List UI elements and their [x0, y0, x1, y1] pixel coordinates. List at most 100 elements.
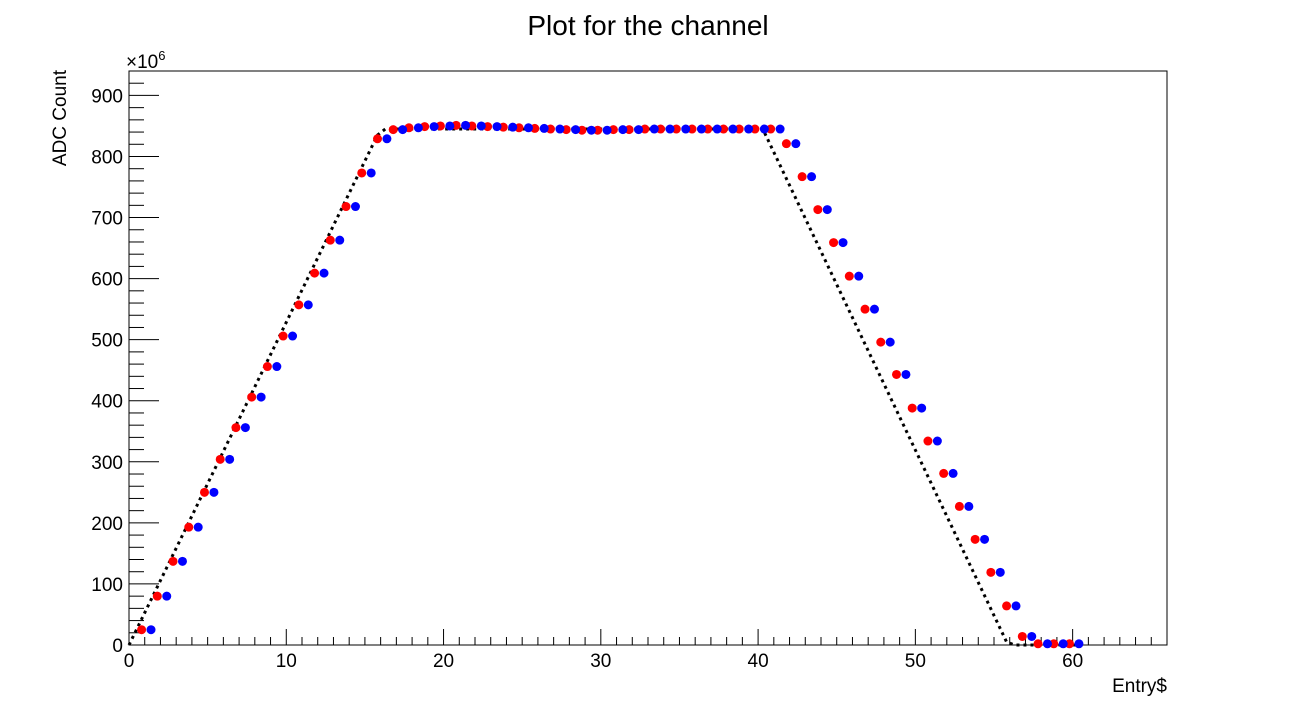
data-point [750, 124, 760, 134]
data-point [1049, 639, 1059, 649]
data-point [445, 121, 455, 131]
data-point [231, 423, 241, 433]
data-point [335, 235, 345, 245]
data-point [215, 454, 225, 464]
data-point [624, 125, 634, 135]
x-tick-label: 60 [1062, 651, 1083, 672]
y-tick-label: 100 [91, 575, 123, 596]
y-tick-label: 0 [112, 636, 123, 657]
y-tick-label: 900 [91, 86, 123, 107]
data-point [775, 124, 785, 134]
data-point [844, 271, 854, 281]
data-point [885, 337, 895, 347]
chart-title: Plot for the channel [527, 10, 768, 41]
y-tick-label: 200 [91, 514, 123, 535]
data-point [256, 392, 266, 402]
data-point [728, 124, 738, 134]
data-point [1058, 639, 1068, 649]
data-point [923, 436, 933, 446]
tick-marks [128, 70, 1168, 646]
data-point [829, 238, 839, 248]
data-point [854, 271, 864, 281]
data-point [995, 567, 1005, 577]
data-point [137, 625, 147, 635]
data-point [939, 468, 949, 478]
data-point [703, 124, 713, 134]
data-point [262, 362, 272, 372]
data-point [681, 124, 691, 134]
data-point [665, 124, 675, 134]
data-point [152, 591, 162, 601]
data-point [618, 125, 628, 135]
x-tick-label: 20 [433, 651, 454, 672]
data-point [687, 124, 697, 134]
y-exponent-label: ×106 [126, 48, 165, 73]
y-tick-label: 800 [91, 147, 123, 168]
data-point [476, 121, 486, 131]
data-point [970, 534, 980, 544]
data-point [1064, 639, 1074, 649]
data-point [1033, 639, 1043, 649]
data-point [288, 331, 298, 341]
data-point [508, 122, 518, 132]
data-point [986, 567, 996, 577]
data-point [199, 487, 209, 497]
x-tick-label: 40 [748, 651, 769, 672]
data-point [907, 403, 917, 413]
data-point [209, 487, 219, 497]
fit-curve [127, 127, 1081, 647]
data-point [168, 556, 178, 566]
x-tick-label: 0 [124, 651, 135, 672]
data-point [247, 392, 257, 402]
data-point [876, 337, 886, 347]
data-point [781, 139, 791, 149]
data-point [1027, 631, 1037, 641]
data-point [382, 134, 392, 144]
data-point [492, 122, 502, 132]
data-point [807, 172, 817, 182]
data-point [744, 124, 754, 134]
data-point [146, 625, 156, 635]
data-point [1074, 639, 1084, 649]
data-point [366, 168, 376, 178]
data-point [225, 454, 235, 464]
data-point [184, 522, 194, 532]
y-tick-label: 400 [91, 392, 123, 413]
y-tick-label: 500 [91, 331, 123, 352]
data-point [461, 120, 471, 130]
data-point [177, 556, 187, 566]
x-tick-label: 30 [590, 651, 611, 672]
data-point [1017, 631, 1027, 641]
data-point [350, 202, 360, 212]
data-point [539, 123, 549, 133]
data-point [649, 124, 659, 134]
data-points [137, 120, 1084, 649]
data-point [1002, 601, 1012, 611]
tick-labels: 0 10 20 30 40 50 60010020030040050060070080090… [91, 86, 1083, 672]
data-point [319, 268, 329, 278]
data-point [813, 205, 823, 215]
data-point [759, 124, 769, 134]
data-point [734, 124, 744, 134]
plot-frame [128, 70, 1168, 646]
data-point [162, 591, 172, 601]
data-point [278, 331, 288, 341]
data-point [932, 436, 942, 446]
data-point [1042, 639, 1052, 649]
data-point [240, 423, 250, 433]
data-point [869, 304, 879, 314]
data-point [193, 522, 203, 532]
data-point [523, 123, 533, 133]
data-point [1011, 601, 1021, 611]
data-point [901, 369, 911, 379]
data-point [954, 501, 964, 511]
axes [128, 70, 1168, 646]
data-point [917, 403, 927, 413]
data-point [718, 124, 728, 134]
data-point [372, 134, 382, 144]
data-point [294, 300, 304, 310]
data-point [696, 124, 706, 134]
data-point [791, 139, 801, 149]
data-point [388, 125, 398, 135]
